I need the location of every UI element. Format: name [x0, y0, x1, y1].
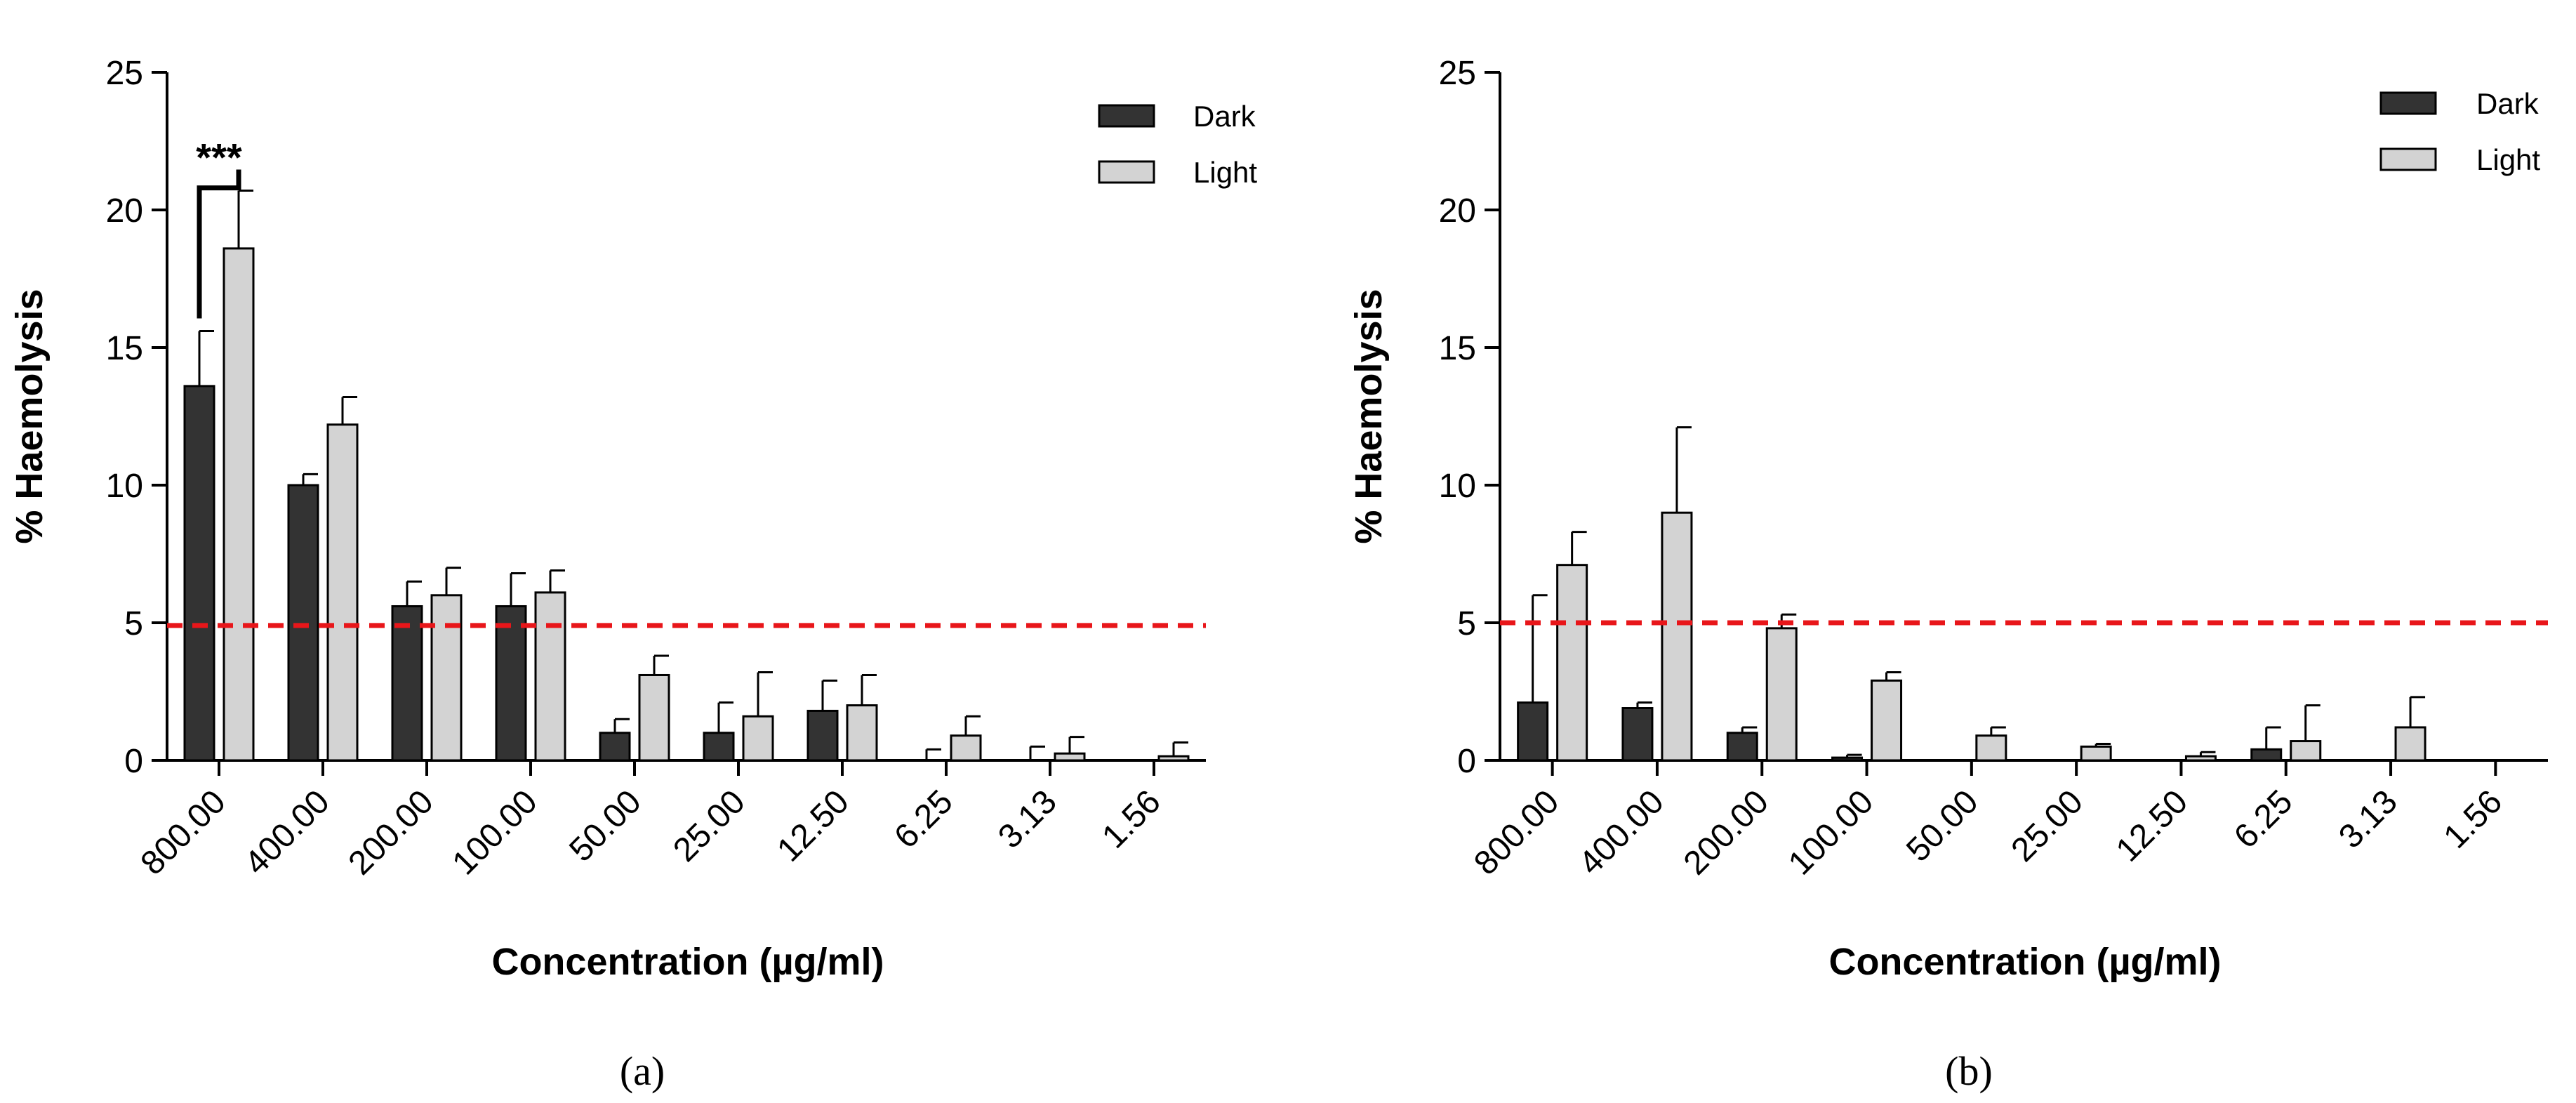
x-axis-title: Concentration (µg/ml) — [1828, 941, 2221, 983]
y-tick-label: 15 — [1439, 330, 1476, 367]
bar-light-200.00 — [430, 594, 463, 762]
x-tick-label: 25.00 — [666, 783, 752, 868]
y-axis-title: % Haemolysis — [1348, 289, 1390, 543]
bar-dark-25.00 — [703, 732, 735, 762]
x-tick-label: 6.25 — [887, 783, 960, 856]
bar-light-3.13 — [1054, 752, 1086, 762]
bar-dark-400.00 — [287, 484, 319, 762]
bar-light-1.56 — [1157, 755, 1190, 762]
bar-dark-800.00 — [183, 385, 215, 762]
y-axis-title: % Haemolysis — [8, 289, 51, 543]
y-tick-label: 25 — [1439, 55, 1476, 92]
bar-dark-200.00 — [1726, 732, 1758, 762]
bar-dark-400.00 — [1621, 707, 1654, 762]
y-tick-label: 25 — [106, 55, 143, 92]
x-tick-label: 400.00 — [237, 783, 336, 882]
x-tick-label: 800.00 — [133, 783, 232, 882]
y-tick-label: 20 — [106, 192, 143, 230]
panel-label-b: (b) — [1945, 1048, 1993, 1094]
chart-panel-a: 0 5 10 15 20 25 800.00 400.00 200.00 100.00 50.00 2… — [8, 55, 1257, 983]
significance-label: *** — [196, 136, 242, 180]
x-tick-label: 200.00 — [1677, 783, 1776, 882]
bar-light-800.00 — [1556, 564, 1588, 762]
x-tick-label: 100.00 — [1781, 783, 1880, 882]
bar-dark-6.25 — [2250, 748, 2283, 762]
x-tick-label: 3.13 — [2332, 783, 2405, 856]
bar-light-25.00 — [2080, 745, 2112, 762]
bar-light-3.13 — [2394, 726, 2426, 762]
bar-light-12.50 — [846, 704, 878, 762]
y-tick-label: 20 — [1439, 192, 1476, 230]
legend-label-light: Light — [1193, 156, 1257, 189]
x-tick-label: 800.00 — [1467, 783, 1566, 882]
legend-label-dark: Dark — [1193, 100, 1256, 133]
x-axis-title: Concentration (µg/ml) — [491, 941, 884, 983]
bar-dark-100.00 — [1831, 756, 1864, 762]
bar-light-6.25 — [950, 734, 982, 762]
x-tick-label: 6.25 — [2227, 783, 2300, 856]
bar-dark-100.00 — [495, 605, 527, 762]
bar-dark-800.00 — [1517, 701, 1549, 762]
x-tick-label: 400.00 — [1572, 783, 1671, 882]
y-tick-label: 15 — [106, 330, 143, 367]
y-tick-label: 5 — [124, 605, 143, 642]
panel-label-a: (a) — [620, 1048, 665, 1094]
legend-swatch-light — [1098, 160, 1155, 184]
y-tick-label: 5 — [1457, 605, 1476, 642]
y-tick-label: 0 — [124, 743, 143, 780]
bar-light-800.00 — [223, 247, 255, 762]
x-tick-label: 1.56 — [2437, 783, 2510, 856]
chart-panel-b: 0 5 10 15 20 25 800.00 400.00 200.00 100.00 50.00 2… — [1348, 55, 2548, 983]
bar-light-400.00 — [1661, 511, 1693, 762]
bar-light-12.50 — [2184, 755, 2217, 762]
y-tick-label: 0 — [1457, 743, 1476, 780]
x-tick-label: 12.50 — [770, 783, 856, 868]
bar-dark-12.50 — [806, 709, 839, 762]
x-tick-label: 25.00 — [2005, 783, 2090, 868]
x-tick-label: 200.00 — [341, 783, 440, 882]
x-tick-label: 100.00 — [445, 783, 544, 882]
x-tick-label: 50.00 — [562, 783, 648, 868]
legend-swatch-light — [2379, 147, 2437, 171]
bar-light-25.00 — [742, 715, 774, 762]
bar-light-400.00 — [326, 423, 359, 762]
bar-light-200.00 — [1765, 627, 1798, 762]
y-tick-label: 10 — [106, 468, 143, 505]
bar-dark-200.00 — [391, 605, 423, 762]
legend-label-dark: Dark — [2476, 87, 2540, 120]
y-tick-label: 10 — [1439, 468, 1476, 505]
legend-swatch-dark — [2379, 91, 2437, 115]
x-tick-label: 12.50 — [2109, 783, 2195, 868]
bar-light-50.00 — [1975, 734, 2007, 762]
x-tick-label: 50.00 — [1899, 783, 1985, 868]
bar-light-100.00 — [1871, 679, 1903, 762]
bar-light-50.00 — [638, 673, 670, 762]
bar-light-100.00 — [534, 591, 566, 762]
bar-light-6.25 — [2290, 740, 2322, 762]
legend-swatch-dark — [1098, 104, 1155, 128]
x-tick-label: 3.13 — [991, 783, 1064, 856]
bar-dark-50.00 — [599, 732, 631, 762]
significance-bracket — [197, 169, 241, 319]
legend-label-light: Light — [2476, 143, 2540, 176]
x-tick-label: 1.56 — [1095, 783, 1168, 856]
